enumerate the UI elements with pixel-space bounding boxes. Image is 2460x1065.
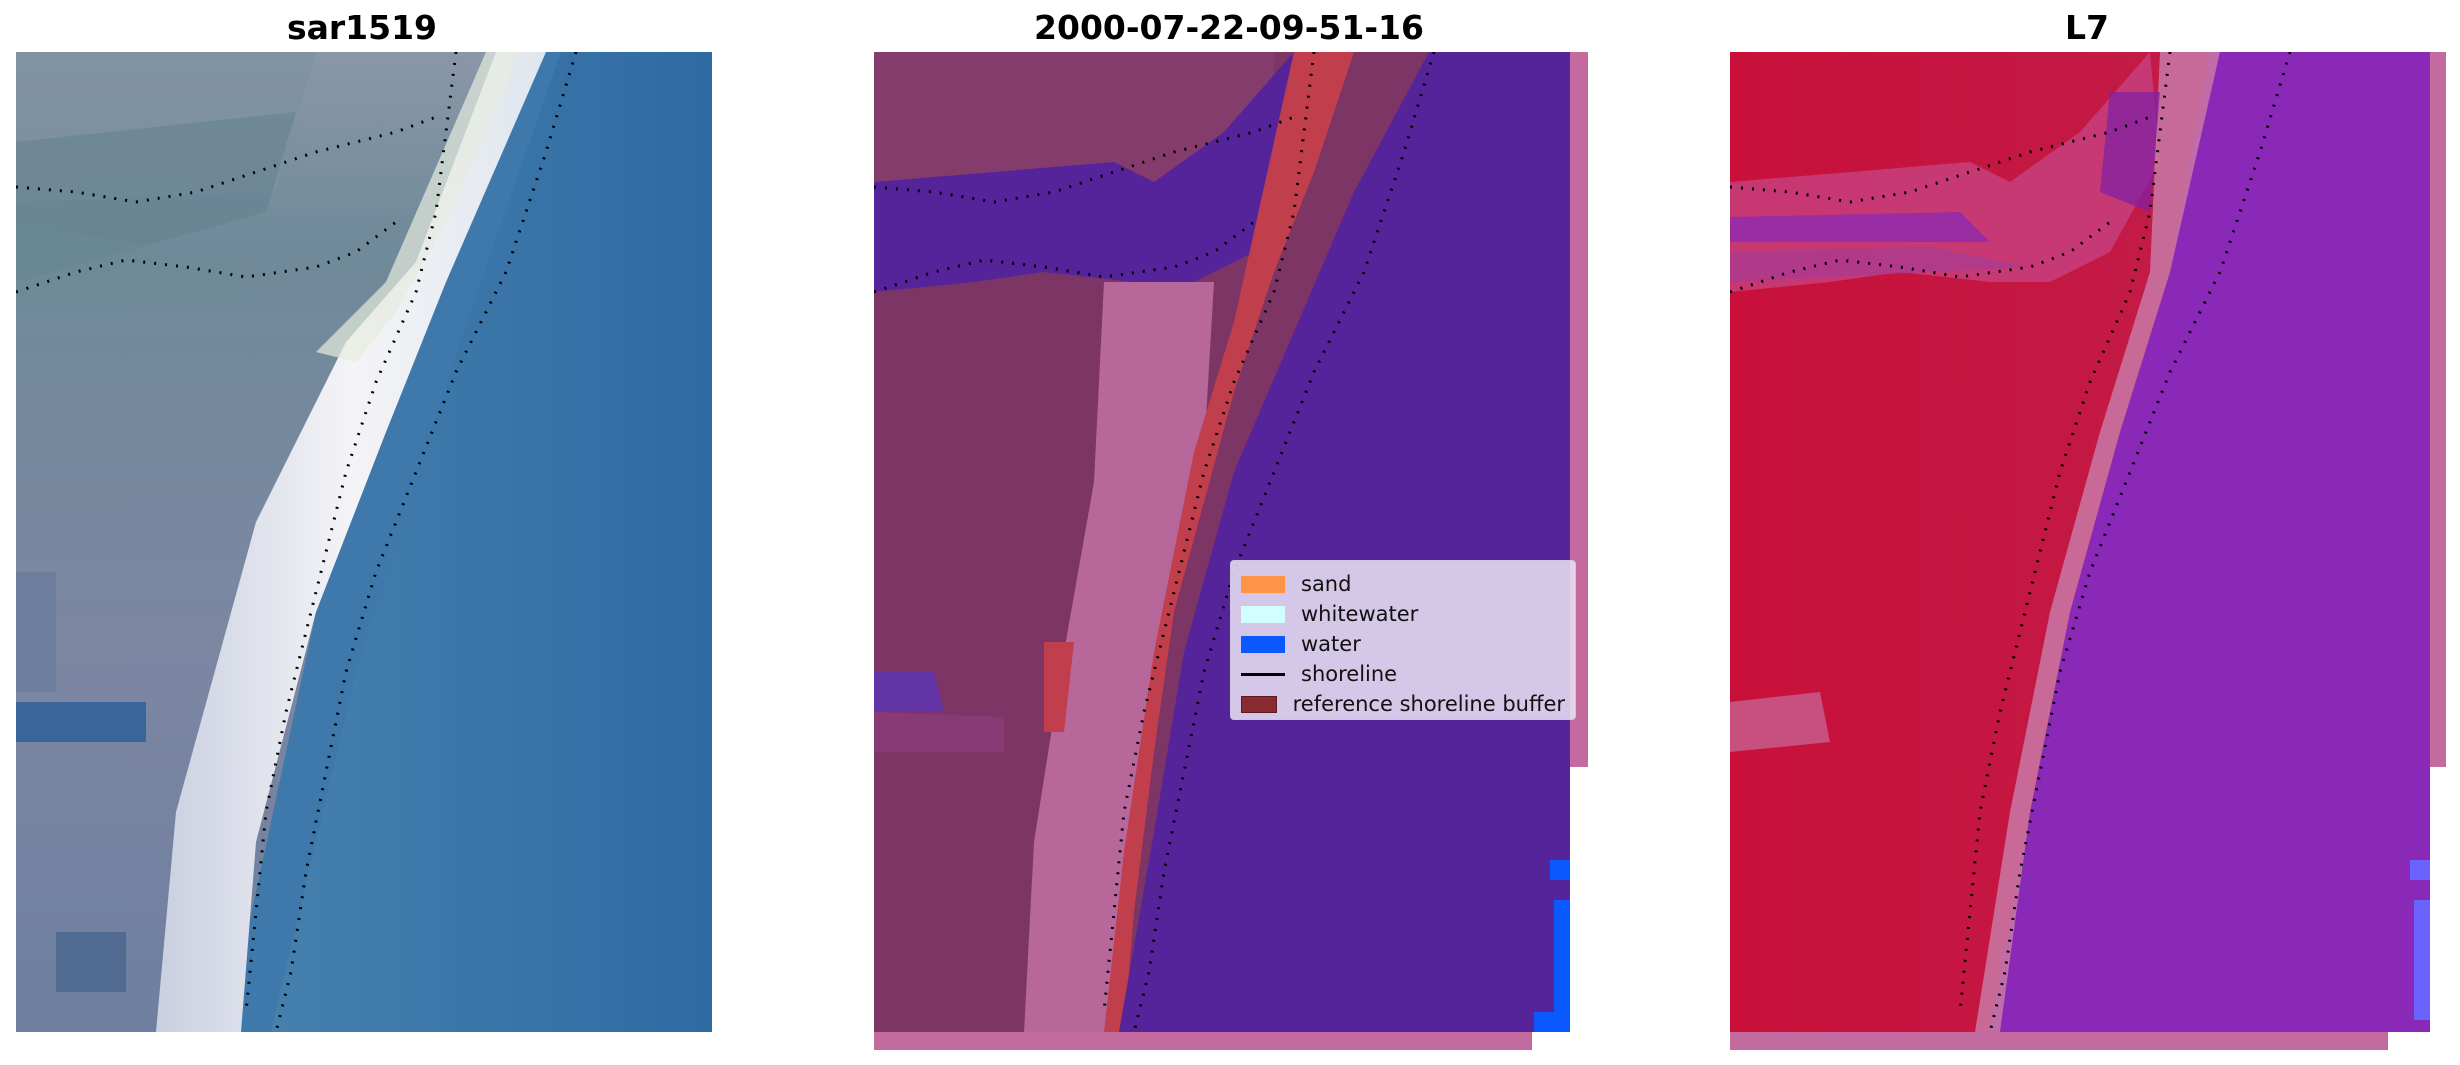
whitewater-swatch bbox=[1241, 605, 1285, 623]
shoreline-line-swatch bbox=[1241, 672, 1285, 676]
panel-title-date: 2000-07-22-09-51-16 bbox=[1034, 8, 1424, 47]
sand-swatch bbox=[1241, 575, 1285, 593]
rgb-satellite-image bbox=[16, 52, 712, 1032]
legend-label: whitewater bbox=[1301, 602, 1419, 626]
legend-item-whitewater: whitewater bbox=[1241, 599, 1565, 629]
classification-panel bbox=[874, 52, 1594, 1052]
panel-title-l7: L7 bbox=[2065, 8, 2109, 47]
l7-index-image bbox=[1730, 52, 2446, 1050]
legend-label: water bbox=[1301, 632, 1361, 656]
legend-item-shoreline: shoreline bbox=[1241, 659, 1565, 689]
buffer-swatch bbox=[1241, 695, 1277, 713]
legend-label: shoreline bbox=[1301, 662, 1398, 686]
legend-item-sand: sand bbox=[1241, 569, 1565, 599]
rgb-image-panel bbox=[16, 52, 712, 1032]
legend-label: reference shoreline buffer bbox=[1292, 692, 1565, 716]
legend-label: sand bbox=[1301, 572, 1352, 596]
panel-title-sar1519: sar1519 bbox=[286, 8, 438, 47]
classified-image bbox=[874, 52, 1588, 1050]
legend-item-water: water bbox=[1241, 629, 1565, 659]
l7-index-panel bbox=[1730, 52, 2450, 1052]
legend: sand whitewater water shoreline referenc… bbox=[1230, 560, 1576, 720]
water-swatch bbox=[1241, 635, 1285, 653]
legend-item-reference-buffer: reference shoreline buffer bbox=[1241, 689, 1565, 719]
